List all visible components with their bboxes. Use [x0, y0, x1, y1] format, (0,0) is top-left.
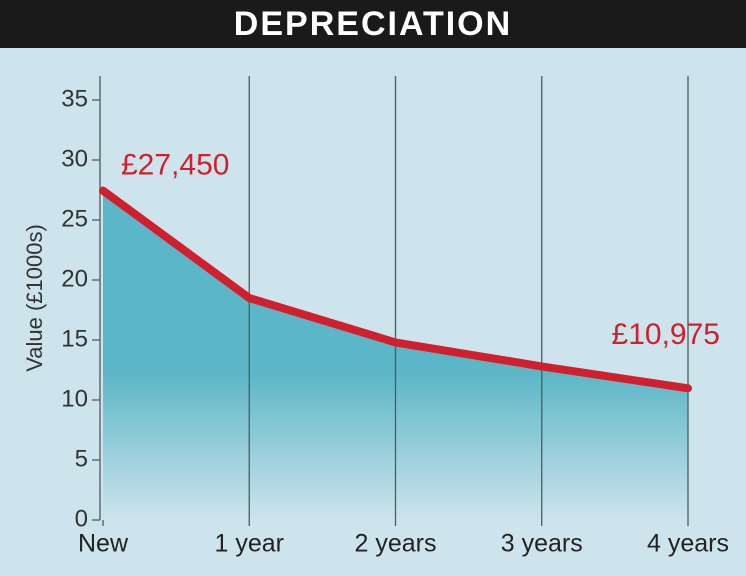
x-tick-label: New: [78, 530, 129, 558]
y-tick-label: 10: [61, 385, 88, 412]
line: [99, 186, 692, 393]
y-tick-label: 5: [75, 445, 88, 472]
y-tick-label: 25: [61, 205, 88, 232]
y-tick-label: 35: [61, 85, 88, 112]
y-tick-label: 30: [61, 145, 88, 172]
y-tick-label: 0: [75, 505, 88, 532]
data-label: £27,450: [121, 149, 229, 182]
x-tick-label: 3 years: [501, 530, 583, 558]
x-tick-label: 2 years: [355, 530, 437, 558]
chart-title: DEPRECIATION: [234, 5, 512, 43]
data-label: £10,975: [612, 318, 720, 351]
title-bar: [0, 0, 746, 48]
y-tick-label: 15: [61, 325, 88, 352]
x-tick-label: 4 years: [647, 530, 729, 558]
x-tick-label: 1 year: [215, 530, 284, 558]
y-tick-label: 20: [61, 265, 88, 292]
y-axis-label: Value (£1000s): [22, 224, 47, 372]
